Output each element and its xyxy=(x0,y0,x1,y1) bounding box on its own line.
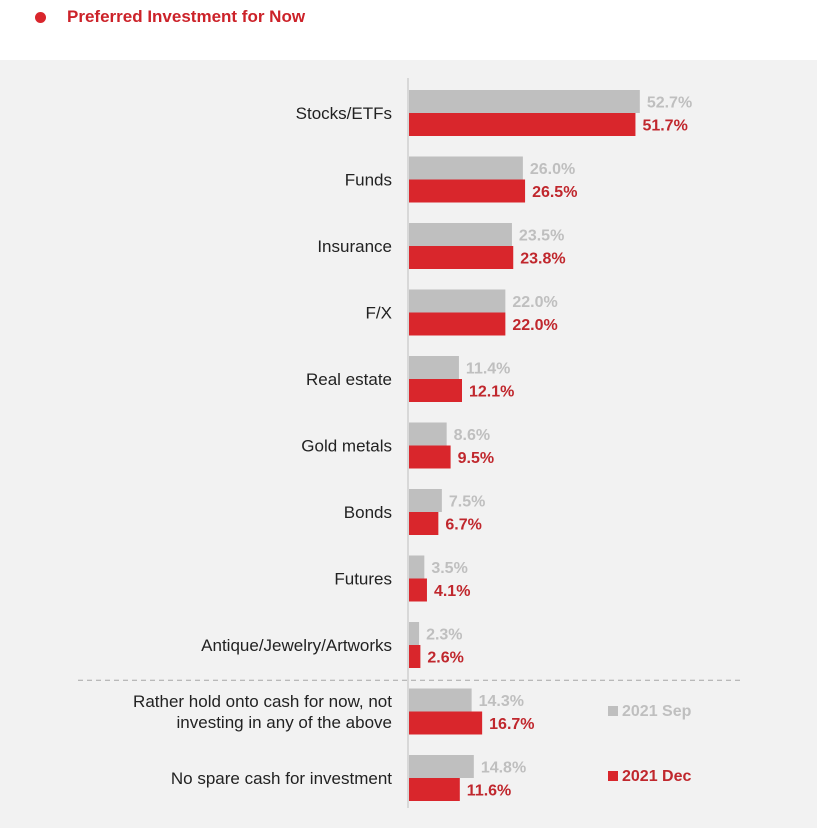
data-label: 23.8% xyxy=(520,251,565,268)
category-label: F/X xyxy=(366,304,392,323)
data-label: 7.5% xyxy=(449,494,485,511)
category-label: Insurance xyxy=(317,237,392,256)
category-label: Real estate xyxy=(306,370,392,389)
category-label: Stocks/ETFs xyxy=(296,104,392,123)
bar-2021-sep xyxy=(409,422,447,446)
data-label: 11.4% xyxy=(466,361,510,378)
bullet-dot-icon xyxy=(35,12,46,23)
data-label: 22.0% xyxy=(512,294,557,311)
data-label: 22.0% xyxy=(512,317,557,334)
bar-2021-sep xyxy=(409,688,472,712)
data-label: 26.5% xyxy=(532,184,577,201)
bar-2021-dec xyxy=(409,578,427,602)
page-title: Preferred Investment for Now xyxy=(67,7,306,26)
data-label: 11.6% xyxy=(467,783,511,800)
header: Preferred Investment for Now xyxy=(0,0,817,60)
legend-label: 2021 Dec xyxy=(622,768,691,785)
data-label: 2.6% xyxy=(427,650,463,667)
bar-2021-sep xyxy=(409,90,640,113)
bar-2021-dec xyxy=(409,512,439,535)
data-label: 3.5% xyxy=(431,560,467,577)
data-label: 51.7% xyxy=(642,118,687,135)
chart-panel: Stocks/ETFs 52.7% 51.7% Funds 26.0% 26.5% Insu… xyxy=(0,60,817,828)
data-label: 6.7% xyxy=(445,517,481,534)
data-label: 52.7% xyxy=(647,95,692,112)
bar-2021-dec xyxy=(409,379,462,402)
bar-2021-dec xyxy=(409,113,636,136)
bar-2021-sep xyxy=(409,289,506,313)
bar-2021-dec xyxy=(409,179,526,203)
data-label: 9.5% xyxy=(458,450,494,467)
legend-label: 2021 Sep xyxy=(622,703,692,720)
legend-swatch xyxy=(608,771,618,781)
bar-2021-sep xyxy=(409,622,420,645)
data-label: 2.3% xyxy=(426,627,462,644)
category-label: Rather hold onto cash for now, not invest… xyxy=(133,692,392,732)
bar-2021-dec xyxy=(409,778,460,801)
legend-swatch xyxy=(608,706,618,716)
bar-2021-dec xyxy=(409,312,506,336)
data-label: 8.6% xyxy=(454,427,490,444)
category-label: Funds xyxy=(345,171,392,190)
data-label: 23.5% xyxy=(519,228,564,245)
category-label: Antique/Jewelry/Artworks xyxy=(201,636,392,655)
bar-2021-sep xyxy=(409,356,459,379)
bar-chart: Stocks/ETFs 52.7% 51.7% Funds 26.0% 26.5% Insu… xyxy=(78,78,742,808)
data-label: 4.1% xyxy=(434,583,470,600)
bar-2021-dec xyxy=(409,711,483,735)
category-label: Futures xyxy=(334,570,392,589)
bar-2021-sep xyxy=(409,156,523,180)
bar-2021-dec xyxy=(409,445,451,469)
bar-2021-dec xyxy=(409,246,514,269)
data-label: 14.3% xyxy=(479,693,524,710)
bar-2021-sep xyxy=(409,755,474,778)
category-label: Bonds xyxy=(344,503,392,522)
data-label: 14.8% xyxy=(481,760,526,777)
bar-2021-sep xyxy=(409,555,425,579)
category-label: Gold metals xyxy=(301,437,392,456)
bar-2021-dec xyxy=(409,645,421,668)
data-label: 16.7% xyxy=(489,716,534,733)
data-label: 26.0% xyxy=(530,161,575,178)
category-label: No spare cash for investment xyxy=(171,769,392,788)
bar-2021-sep xyxy=(409,489,442,512)
data-label: 12.1% xyxy=(469,384,514,401)
bar-2021-sep xyxy=(409,223,512,246)
